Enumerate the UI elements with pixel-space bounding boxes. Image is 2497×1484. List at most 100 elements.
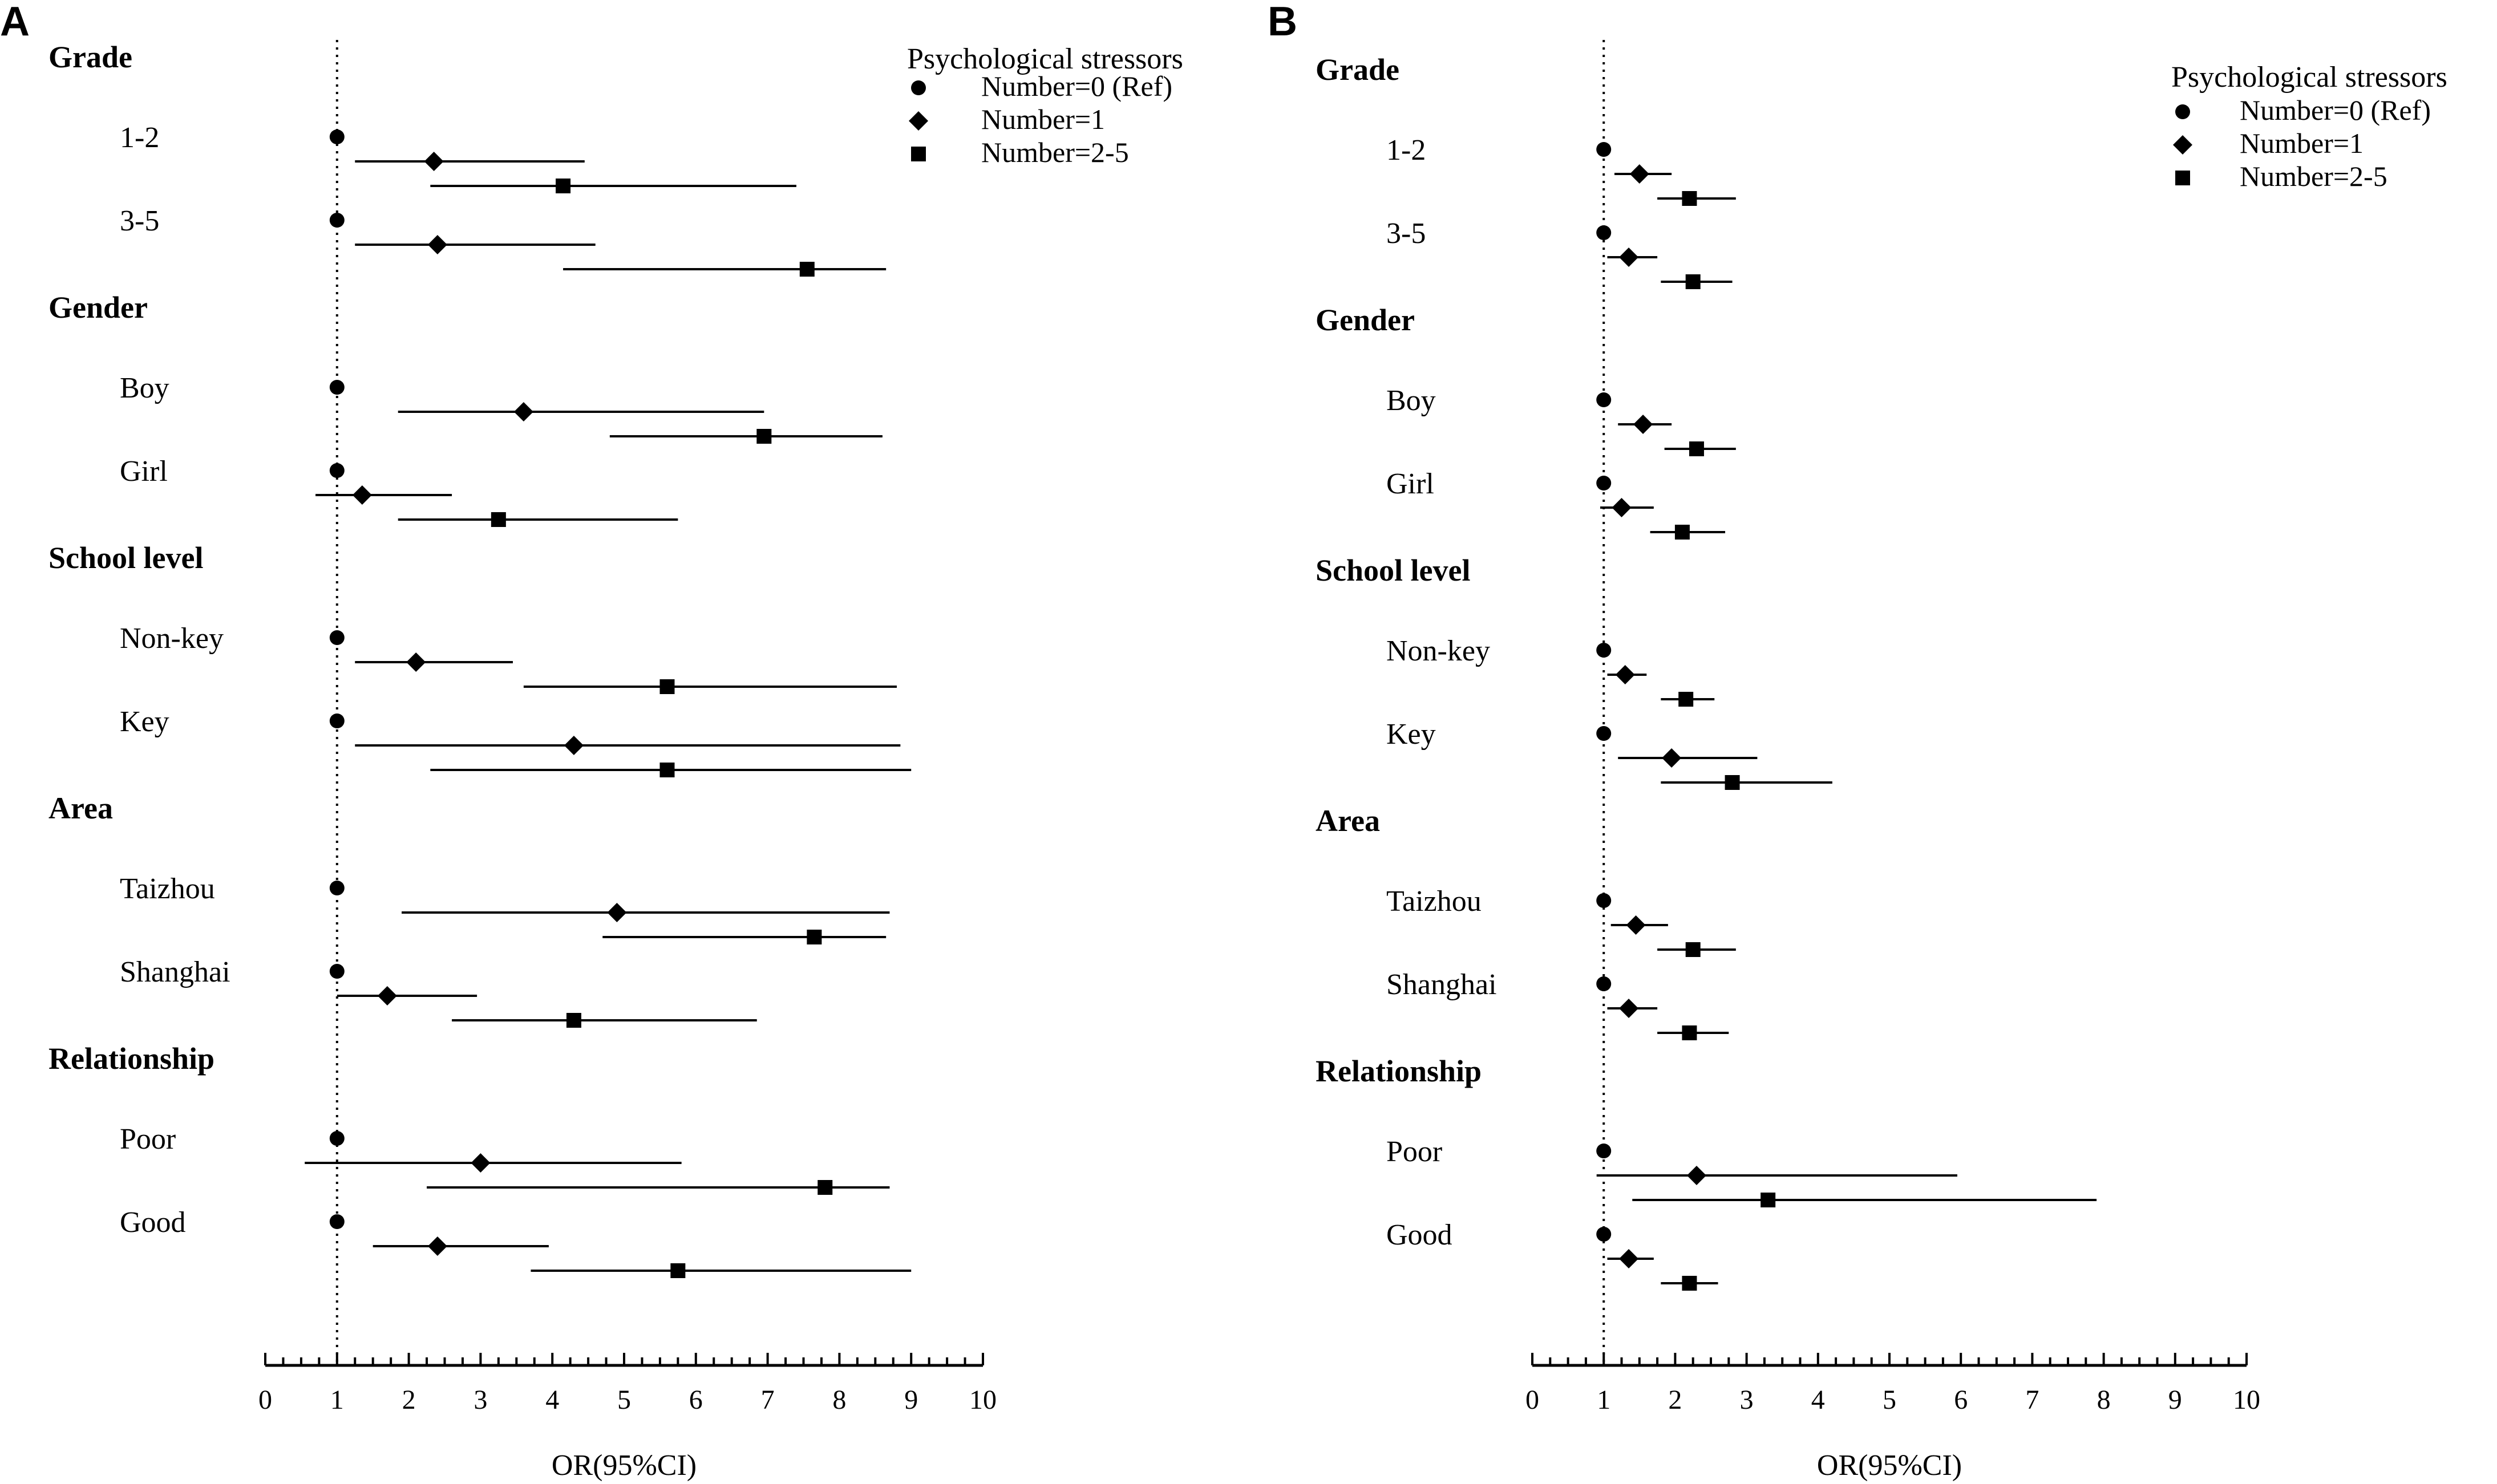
point-marker [1685, 274, 1701, 289]
legend-marker [911, 80, 926, 95]
point-marker [1685, 942, 1701, 957]
legend-marker [909, 111, 928, 131]
point-marker [329, 463, 345, 478]
point-marker [1615, 665, 1635, 684]
x-tick-label: 5 [617, 1385, 631, 1415]
point-marker [1682, 191, 1697, 206]
subgroup-label: Poor [120, 1123, 176, 1155]
point-marker [513, 402, 533, 421]
point-marker [1629, 164, 1649, 184]
point-marker [1674, 525, 1690, 540]
x-tick-label: 4 [1811, 1385, 1825, 1415]
point-marker [1725, 775, 1740, 790]
subgroup-label: 3-5 [120, 205, 159, 237]
point-marker [329, 1214, 345, 1229]
point-marker [329, 213, 345, 228]
group-label: Relationship [1316, 1054, 1482, 1088]
point-marker [1612, 498, 1632, 517]
point-marker [1626, 915, 1646, 935]
group-label: School level [1316, 553, 1470, 587]
subgroup-label: 1-2 [1386, 134, 1426, 167]
x-tick-label: 7 [761, 1385, 775, 1415]
x-tick-label: 2 [402, 1385, 416, 1415]
subgroup-label: Key [1386, 718, 1436, 751]
point-marker [1596, 392, 1612, 407]
point-marker [564, 736, 584, 755]
point-marker [427, 1236, 447, 1256]
point-marker [1689, 441, 1704, 456]
point-marker [1682, 1025, 1697, 1040]
point-marker [329, 630, 345, 645]
x-tick-label: 4 [545, 1385, 559, 1415]
x-tick-label: 2 [1668, 1385, 1682, 1415]
legend-title: Psychological stressors [2171, 61, 2447, 94]
x-tick-label: 10 [2233, 1385, 2260, 1415]
x-tick-label: 9 [2168, 1385, 2182, 1415]
point-marker [1761, 1193, 1776, 1207]
subgroup-label: Poor [1386, 1136, 1442, 1168]
panel-b: B Grade 1-2 3-5 Gender Boy Girl School level Non… [1268, 0, 2447, 1482]
x-axis-label: OR(95%CI) [552, 1449, 697, 1482]
point-marker [566, 1013, 581, 1028]
group-label: Gender [1316, 303, 1415, 337]
point-marker [659, 679, 675, 694]
point-marker [659, 763, 675, 777]
point-marker [799, 262, 815, 277]
group-label: Grade [48, 40, 132, 74]
subgroup-label: Non-key [120, 622, 224, 655]
point-marker [1686, 1166, 1706, 1185]
point-marker [807, 930, 822, 944]
point-marker [1596, 476, 1612, 490]
x-tick-label: 3 [1740, 1385, 1754, 1415]
legend-entry: Number=2-5 [981, 136, 1129, 168]
point-marker [1596, 1144, 1612, 1158]
point-marker [406, 652, 426, 672]
point-marker [329, 713, 345, 728]
point-marker [607, 903, 627, 922]
x-tick-label: 3 [474, 1385, 487, 1415]
panel-letter: A [0, 0, 30, 44]
subgroup-label: Girl [1386, 468, 1434, 500]
subgroup-label: Non-key [1386, 635, 1490, 667]
point-marker [1633, 415, 1653, 434]
legend-title: Psychological stressors [907, 43, 1183, 75]
subgroup-label: Boy [1386, 384, 1436, 417]
panel-letter: B [1268, 0, 1297, 44]
point-marker [1596, 643, 1612, 658]
point-marker [1619, 999, 1639, 1018]
point-marker [377, 986, 397, 1005]
point-marker [329, 129, 345, 144]
point-marker [1596, 976, 1612, 991]
point-marker [1682, 1276, 1697, 1291]
point-marker [491, 512, 506, 527]
x-tick-label: 10 [969, 1385, 997, 1415]
point-marker [329, 1131, 345, 1146]
point-marker [427, 235, 447, 254]
point-marker [424, 152, 444, 171]
point-marker [670, 1263, 686, 1278]
legend-marker [2175, 104, 2190, 119]
point-marker [1678, 692, 1694, 707]
point-marker [756, 429, 772, 444]
group-label: Area [48, 791, 113, 825]
point-marker [1619, 248, 1639, 267]
subgroup-label: Key [120, 705, 169, 738]
point-marker [352, 485, 372, 505]
point-marker [329, 881, 345, 895]
subgroup-label: Good [1386, 1219, 1452, 1251]
group-label: Grade [1316, 52, 1399, 87]
legend-entry: Number=1 [981, 103, 1105, 135]
legend-marker [2173, 135, 2192, 155]
subgroup-label: Boy [120, 372, 169, 404]
x-tick-label: 0 [1525, 1385, 1539, 1415]
legend-entry: Number=1 [2240, 127, 2364, 159]
point-marker [1596, 1227, 1612, 1242]
x-tick-label: 1 [330, 1385, 344, 1415]
point-marker [471, 1153, 491, 1173]
x-axis-label: OR(95%CI) [1817, 1449, 1962, 1482]
subgroup-label: Good [120, 1206, 186, 1239]
subgroup-label: Taizhou [120, 873, 215, 905]
x-tick-label: 5 [1883, 1385, 1896, 1415]
legend-marker [2175, 171, 2190, 185]
